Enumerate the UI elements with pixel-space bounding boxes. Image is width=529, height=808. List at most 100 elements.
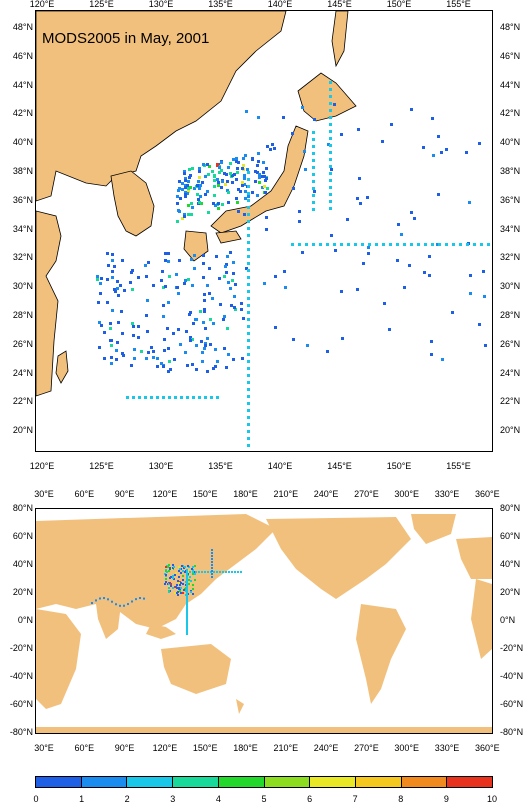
observation-point: [381, 140, 384, 143]
observation-point: [146, 299, 149, 302]
observation-point: [240, 302, 243, 305]
observation-point: [301, 106, 304, 109]
observation-point: [187, 213, 190, 216]
observation-point: [140, 350, 143, 353]
observation-point: [234, 571, 236, 573]
observation-point: [247, 241, 250, 244]
tick-label: 30°N: [12, 281, 33, 292]
observation-point: [107, 264, 110, 267]
observation-point: [313, 118, 316, 121]
observation-point: [137, 276, 140, 279]
observation-point: [190, 580, 192, 582]
land-area: [36, 210, 62, 397]
observation-point: [211, 561, 213, 563]
observation-point: [247, 283, 250, 286]
observation-point: [192, 396, 195, 399]
observation-point: [172, 332, 175, 335]
observation-point: [187, 187, 190, 190]
observation-point: [247, 311, 250, 314]
observation-point: [168, 396, 171, 399]
observation-point: [232, 358, 235, 361]
land-area: [55, 350, 69, 384]
observation-point: [186, 599, 188, 601]
observation-point: [223, 347, 226, 350]
observation-point: [133, 357, 136, 360]
observation-point: [257, 152, 260, 155]
observation-point: [164, 285, 167, 288]
observation-point: [247, 332, 250, 335]
observation-point: [179, 343, 182, 346]
observation-point: [247, 416, 250, 419]
land-group: [36, 11, 357, 397]
observation-point: [188, 313, 191, 316]
observation-point: [440, 151, 443, 154]
observation-point: [198, 396, 201, 399]
observation-point: [247, 360, 250, 363]
observation-point: [428, 255, 431, 258]
tick-label: 210°E: [273, 489, 299, 499]
tick-label: 130°E: [148, 461, 174, 471]
observation-point: [135, 598, 137, 601]
land-area: [356, 604, 406, 704]
observation-point: [211, 573, 213, 575]
observation-point: [403, 243, 406, 246]
observation-point: [243, 177, 246, 180]
tick-label: 42°N: [500, 108, 521, 119]
observation-point: [162, 365, 165, 368]
tick-label: 32°N: [12, 252, 33, 263]
observation-point: [247, 269, 250, 272]
observation-point: [191, 363, 194, 366]
tick-label: -60°N: [500, 699, 524, 709]
tick-label: 130°E: [148, 0, 174, 9]
observation-point: [437, 193, 440, 196]
observation-point: [247, 234, 250, 237]
observation-point: [176, 220, 179, 223]
observation-point: [261, 186, 264, 189]
observation-point: [165, 581, 167, 583]
observation-point: [184, 184, 187, 187]
tick-label: 20°N: [500, 587, 521, 597]
tick-label: 34°N: [500, 223, 521, 234]
tick-label: 36°N: [12, 194, 33, 205]
observation-point: [257, 160, 260, 163]
observation-point: [375, 243, 378, 246]
tick-label: 140°E: [267, 0, 293, 9]
land-area: [36, 727, 492, 733]
observation-point: [111, 259, 114, 262]
observation-point: [168, 360, 171, 363]
observation-point: [247, 409, 250, 412]
colorbar-label: 5: [261, 794, 267, 804]
observation-point: [246, 168, 249, 171]
observation-point: [187, 180, 190, 183]
observation-point: [241, 184, 244, 187]
observation-point: [254, 170, 257, 173]
observation-point: [333, 103, 336, 106]
tick-label: 270°E: [354, 743, 379, 753]
observation-point: [121, 259, 124, 262]
observation-point: [469, 274, 472, 277]
observation-point: [256, 164, 259, 167]
land-area: [161, 644, 231, 694]
observation-point: [186, 601, 188, 603]
observation-point: [192, 322, 195, 325]
observation-point: [209, 318, 212, 321]
observation-point: [247, 395, 250, 398]
observation-point: [292, 338, 295, 341]
observation-point: [212, 322, 215, 325]
land-area: [36, 11, 287, 202]
observation-point: [226, 189, 229, 192]
observation-point: [469, 292, 472, 295]
observation-point: [131, 600, 133, 603]
tick-label: 20°N: [500, 425, 521, 436]
observation-point: [186, 583, 188, 585]
observation-point: [197, 180, 200, 183]
observation-point: [113, 265, 116, 268]
observation-point: [106, 252, 109, 255]
observation-point: [236, 167, 239, 170]
observation-point: [106, 301, 109, 304]
observation-point: [194, 318, 197, 321]
colorbar-segment: [310, 777, 356, 787]
observation-point: [251, 158, 254, 161]
observation-point: [368, 243, 371, 246]
tick-label: 44°N: [12, 79, 33, 90]
